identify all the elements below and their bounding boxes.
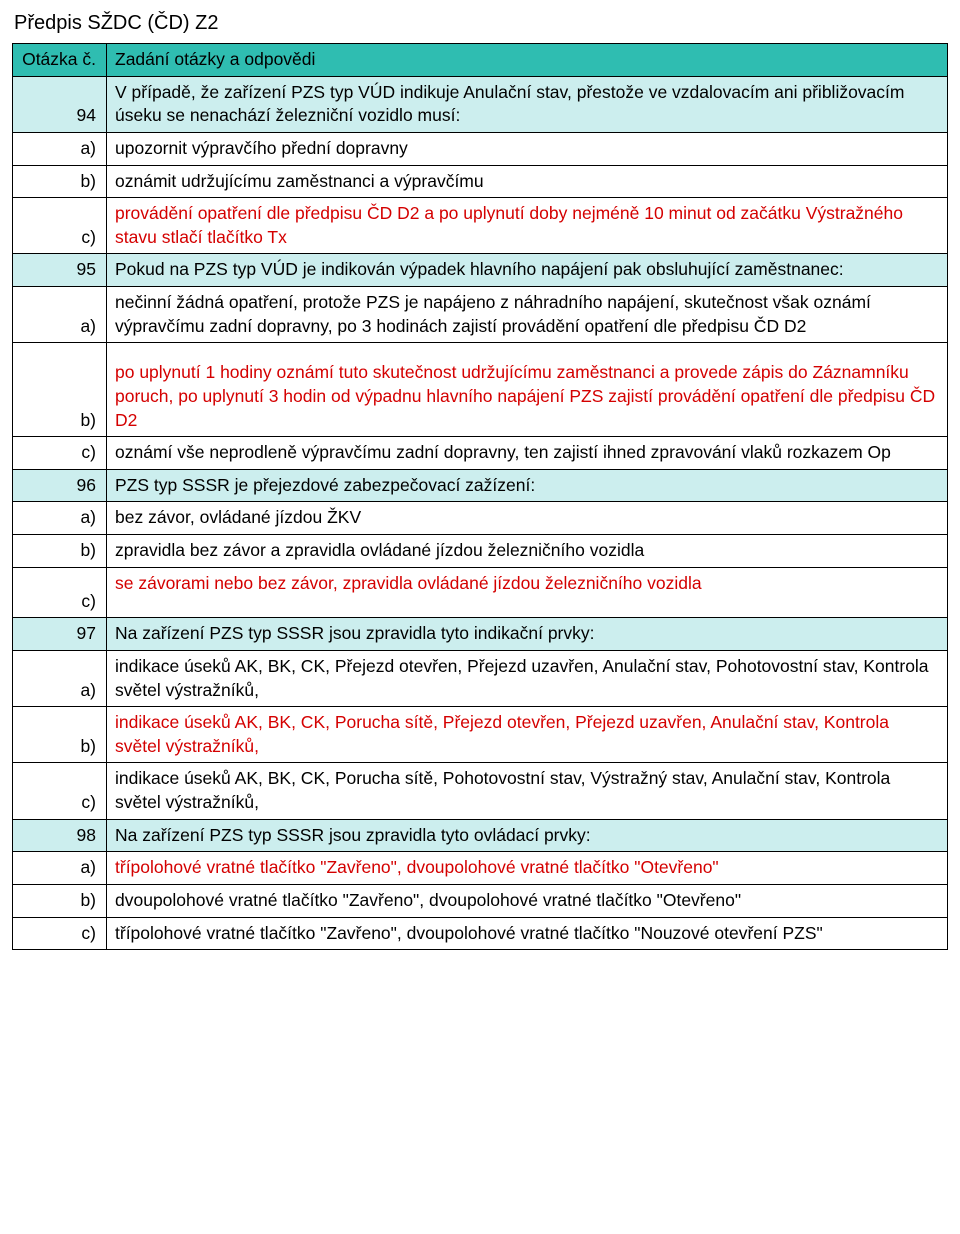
row-text: bez závor, ovládané jízdou ŽKV xyxy=(107,502,948,535)
row-label: 94 xyxy=(13,76,107,132)
row-text: Na zařízení PZS typ SSSR jsou zpravidla … xyxy=(107,819,948,852)
row-label: c) xyxy=(13,437,107,470)
row-text: zpravidla bez závor a zpravidla ovládané… xyxy=(107,535,948,568)
row-text: indikace úseků AK, BK, CK, Přejezd otevř… xyxy=(107,650,948,706)
row-text: indikace úseků AK, BK, CK, Porucha sítě,… xyxy=(107,707,948,763)
answer-row: b)dvoupolohové vratné tlačítko "Zavřeno"… xyxy=(13,884,948,917)
question-row: 95Pokud na PZS typ VÚD je indikován výpa… xyxy=(13,254,948,287)
row-text: oznámí vše neprodleně výpravčímu zadní d… xyxy=(107,437,948,470)
question-row: 96PZS typ SSSR je přejezdové zabezpečova… xyxy=(13,469,948,502)
row-label: b) xyxy=(13,165,107,198)
header-col1: Otázka č. xyxy=(13,44,107,77)
row-label: a) xyxy=(13,132,107,165)
row-label: b) xyxy=(13,884,107,917)
row-text: po uplynutí 1 hodiny oznámí tuto skutečn… xyxy=(107,343,948,437)
answer-row: b)indikace úseků AK, BK, CK, Porucha sít… xyxy=(13,707,948,763)
row-text: upozornit výpravčího přední dopravny xyxy=(107,132,948,165)
row-label: b) xyxy=(13,535,107,568)
row-text: třípolohové vratné tlačítko "Zavřeno", d… xyxy=(107,852,948,885)
answer-row: a)indikace úseků AK, BK, CK, Přejezd ote… xyxy=(13,650,948,706)
answer-row: c)indikace úseků AK, BK, CK, Porucha sít… xyxy=(13,763,948,819)
row-label: c) xyxy=(13,763,107,819)
row-text: Na zařízení PZS typ SSSR jsou zpravidla … xyxy=(107,618,948,651)
row-text: Pokud na PZS typ VÚD je indikován výpade… xyxy=(107,254,948,287)
answer-row: c)oznámí vše neprodleně výpravčímu zadní… xyxy=(13,437,948,470)
answer-row: b)po uplynutí 1 hodiny oznámí tuto skute… xyxy=(13,343,948,437)
row-label: a) xyxy=(13,502,107,535)
row-text: PZS typ SSSR je přejezdové zabezpečovací… xyxy=(107,469,948,502)
row-label: 97 xyxy=(13,618,107,651)
row-label: c) xyxy=(13,567,107,618)
row-text: nečinní žádná opatření, protože PZS je n… xyxy=(107,287,948,343)
row-text: dvoupolohové vratné tlačítko "Zavřeno", … xyxy=(107,884,948,917)
answer-row: c)se závorami nebo bez závor, zpravidla … xyxy=(13,567,948,618)
row-label: 98 xyxy=(13,819,107,852)
answer-row: b)zpravidla bez závor a zpravidla ovláda… xyxy=(13,535,948,568)
row-label: b) xyxy=(13,343,107,437)
row-text: třípolohové vratné tlačítko "Zavřeno", d… xyxy=(107,917,948,950)
row-text: indikace úseků AK, BK, CK, Porucha sítě,… xyxy=(107,763,948,819)
question-row: 94V případě, že zařízení PZS typ VÚD ind… xyxy=(13,76,948,132)
row-label: a) xyxy=(13,287,107,343)
answer-row: a)nečinní žádná opatření, protože PZS je… xyxy=(13,287,948,343)
row-label: c) xyxy=(13,917,107,950)
row-label: c) xyxy=(13,198,107,254)
row-text: se závorami nebo bez závor, zpravidla ov… xyxy=(107,567,948,618)
question-row: 98Na zařízení PZS typ SSSR jsou zpravidl… xyxy=(13,819,948,852)
row-label: a) xyxy=(13,852,107,885)
row-text: provádění opatření dle předpisu ČD D2 a … xyxy=(107,198,948,254)
answer-row: b)oznámit udržujícímu zaměstnanci a výpr… xyxy=(13,165,948,198)
row-label: b) xyxy=(13,707,107,763)
question-row: 97Na zařízení PZS typ SSSR jsou zpravidl… xyxy=(13,618,948,651)
answer-row: a)bez závor, ovládané jízdou ŽKV xyxy=(13,502,948,535)
row-text: oznámit udržujícímu zaměstnanci a výprav… xyxy=(107,165,948,198)
qa-table: Otázka č. Zadání otázky a odpovědi 94V p… xyxy=(12,43,948,950)
row-label: 96 xyxy=(13,469,107,502)
answer-row: c)třípolohové vratné tlačítko "Zavřeno",… xyxy=(13,917,948,950)
row-label: 95 xyxy=(13,254,107,287)
header-col2: Zadání otázky a odpovědi xyxy=(107,44,948,77)
answer-row: a)upozornit výpravčího přední dopravny xyxy=(13,132,948,165)
table-header-row: Otázka č. Zadání otázky a odpovědi xyxy=(13,44,948,77)
answer-row: c)provádění opatření dle předpisu ČD D2 … xyxy=(13,198,948,254)
row-label: a) xyxy=(13,650,107,706)
row-text: V případě, že zařízení PZS typ VÚD indik… xyxy=(107,76,948,132)
page-title: Předpis SŽDC (ČD) Z2 xyxy=(14,12,948,35)
answer-row: a)třípolohové vratné tlačítko "Zavřeno",… xyxy=(13,852,948,885)
